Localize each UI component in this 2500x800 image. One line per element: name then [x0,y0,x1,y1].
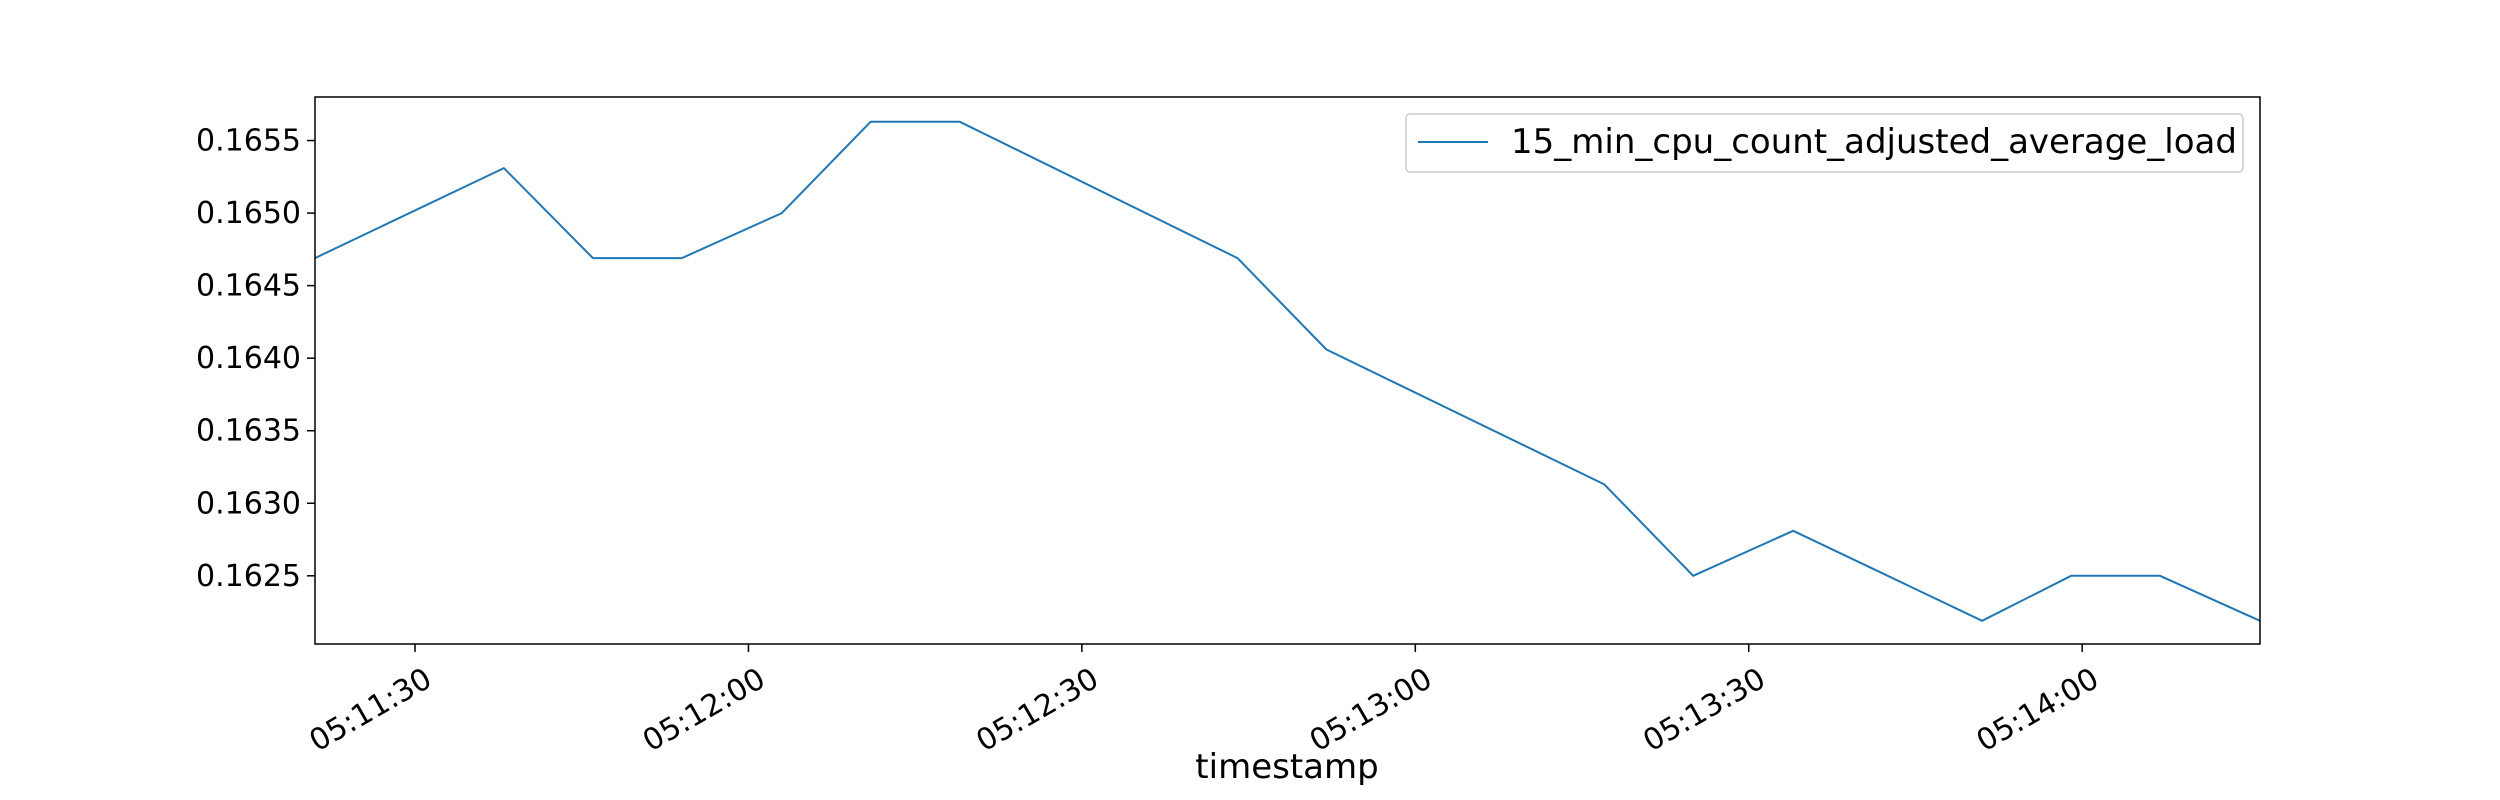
plot-frame [314,96,2261,645]
y-axis: 0.1625 0.1630 0.1635 0.1640 0.1645 0.1650 0.16… [196,124,315,594]
y-tick-label: 0.1625 [196,559,301,594]
series-line-0 [314,120,2261,622]
x-tick-label: 05:11:30 [304,661,438,759]
y-tick-label: 0.1650 [196,196,301,231]
x-tick-label: 05:14:00 [1971,661,2105,759]
y-tick-label: 0.1630 [196,486,301,521]
x-axis: 05:11:30 05:12:00 05:12:30 05:13:00 05:13:30… [304,644,2105,759]
plot-area [315,97,2260,644]
y-tick-label: 0.1655 [196,124,301,159]
x-tick-label: 05:13:00 [1304,661,1438,759]
legend: 15_min_cpu_count_adjusted_average_load [1405,113,2244,173]
x-tick-label: 05:13:30 [1637,661,1771,759]
x-axis-label: timestamp [1195,747,1378,787]
legend-label: 15_min_cpu_count_adjusted_average_load [1511,122,2237,162]
y-tick-label: 0.1635 [196,414,301,449]
y-tick-label: 0.1640 [196,341,301,376]
series-layer [314,120,2261,622]
legend-box [1405,113,2244,173]
x-tick-label: 05:12:30 [970,661,1104,759]
y-tick-label: 0.1645 [196,269,301,304]
x-tick-label: 05:12:00 [637,661,771,759]
